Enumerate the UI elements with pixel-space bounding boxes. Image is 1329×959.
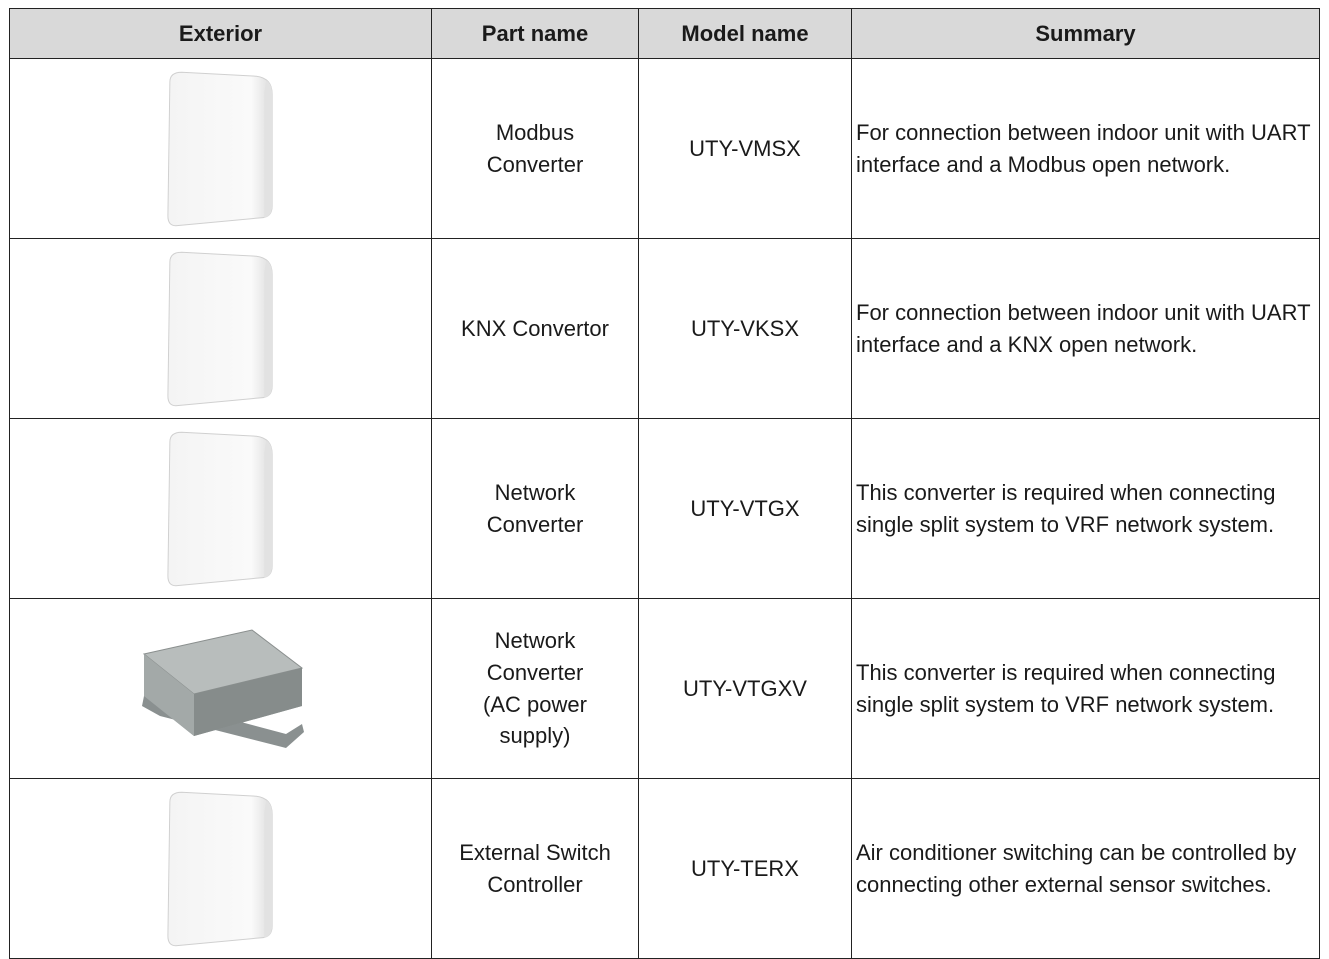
device-image (162, 250, 280, 408)
summary: This converter is required when connecti… (851, 598, 1320, 779)
part-name: External Switch Controller (431, 778, 639, 959)
header-row: Exterior Part name Model name Summary (9, 8, 1320, 59)
summary: For connection between indoor unit with … (851, 58, 1320, 239)
row: KNX Convertor UTY-VKSX For connection be… (9, 238, 1320, 419)
header-cell: Model name (638, 8, 852, 59)
summary: For connection between indoor unit with … (851, 238, 1320, 419)
exterior-cell (9, 418, 432, 599)
exterior-cell (9, 58, 432, 239)
model-name: UTY-TERX (638, 778, 852, 959)
header-cell: Exterior (9, 8, 432, 59)
device-image (136, 624, 306, 754)
device-image (162, 790, 280, 948)
exterior-cell (9, 238, 432, 419)
parts-table: Exterior Part name Model name Summary Mo… (9, 8, 1320, 959)
model-name: UTY-VMSX (638, 58, 852, 239)
exterior-cell (9, 778, 432, 959)
row: External Switch Controller UTY-TERX Air … (9, 778, 1320, 959)
summary: This converter is required when connecti… (851, 418, 1320, 599)
model-name: UTY-VTGXV (638, 598, 852, 779)
row: Modbus Converter UTY-VMSX For connection… (9, 58, 1320, 239)
model-name: UTY-VTGX (638, 418, 852, 599)
summary: Air conditioner switching can be control… (851, 778, 1320, 959)
model-name: UTY-VKSX (638, 238, 852, 419)
part-name: Network Converter (431, 418, 639, 599)
row: Network Converter UTY-VTGX This converte… (9, 418, 1320, 599)
header-cell: Summary (851, 8, 1320, 59)
device-image (162, 430, 280, 588)
row: Network Converter (AC power supply) UTY-… (9, 598, 1320, 779)
part-name: Network Converter (AC power supply) (431, 598, 639, 779)
device-image (162, 70, 280, 228)
exterior-cell (9, 598, 432, 779)
part-name: Modbus Converter (431, 58, 639, 239)
header-cell: Part name (431, 8, 639, 59)
part-name: KNX Convertor (431, 238, 639, 419)
